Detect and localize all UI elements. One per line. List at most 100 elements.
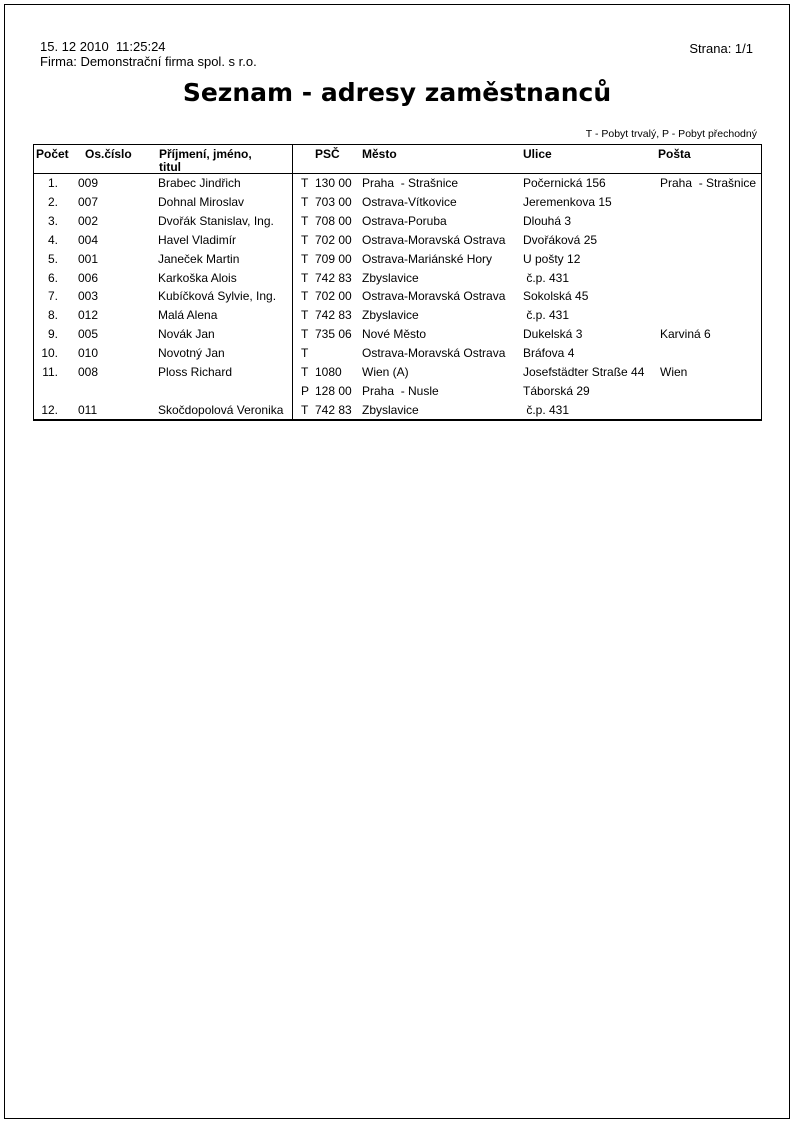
cell-personal-number: 012 [78, 308, 99, 323]
cell-row-number: 6. [47, 270, 58, 285]
cell-residence-type: T [301, 195, 309, 210]
cell-city: Ostrava-Moravská Ostrava [362, 346, 506, 361]
cell-street: Josefstädter Straße 44 [523, 364, 645, 379]
table-row: 7. 003 Kubíčková Sylvie, Ing. T 702 00 O… [34, 287, 761, 306]
cell-personal-number: 005 [78, 327, 99, 342]
cell-postal-code: 735 06 [315, 327, 352, 342]
cell-postal-code: 709 00 [315, 251, 352, 266]
cell-postal-code: 703 00 [315, 195, 352, 210]
table-row: 4. 004 Havel Vladimír T 702 00 Ostrava-M… [34, 231, 761, 250]
cell-personal-number: 010 [78, 346, 99, 361]
cell-residence-type: T [301, 251, 309, 266]
cell-row-number: 4. [47, 232, 58, 247]
col-header-mesto: Město [362, 147, 397, 161]
cell-city: Praha - Nusle [362, 383, 439, 398]
table-row: 8. 012 Malá Alena T 742 83 Zbyslavice č.… [34, 306, 761, 325]
cell-street: Bráfova 4 [523, 346, 575, 361]
cell-name: Janeček Martin [158, 251, 240, 266]
cell-name: Dohnal Miroslav [158, 195, 245, 210]
cell-street: č.p. 431 [523, 402, 570, 417]
cell-row-number: 9. [47, 327, 58, 342]
cell-personal-number: 007 [78, 195, 99, 210]
cell-row-number: 3. [47, 214, 58, 229]
col-header-pocet: Počet [36, 147, 69, 161]
cell-row-number: 7. [47, 289, 58, 304]
cell-row-number: 1. [47, 176, 58, 191]
report-company: Firma: Demonstrační firma spol. s r.o. [40, 54, 257, 69]
cell-name: Dvořák Stanislav, Ing. [158, 214, 274, 229]
table-row: 3. 002 Dvořák Stanislav, Ing. T 708 00 O… [34, 212, 761, 231]
cell-postal-code: 130 00 [315, 176, 352, 191]
col-header-posta: Pošta [658, 147, 691, 161]
table-row: 2. 007 Dohnal Miroslav T 703 00 Ostrava-… [34, 193, 761, 212]
cell-row-number: 8. [47, 308, 58, 323]
cell-city: Ostrava-Vítkovice [362, 195, 457, 210]
col-header-prijmeni-line1: Příjmení, jméno, [159, 147, 252, 161]
cell-city: Ostrava-Moravská Ostrava [362, 289, 506, 304]
cell-personal-number: 004 [78, 232, 99, 247]
cell-residence-type: T [301, 270, 309, 285]
cell-city: Wien (A) [362, 364, 409, 379]
report-datetime: 15. 12 2010 11:25:24 [40, 39, 166, 54]
col-header-psc: PSČ [315, 147, 340, 161]
cell-personal-number: 009 [78, 176, 99, 191]
cell-postal-code: 702 00 [315, 232, 352, 247]
cell-postal-code: 128 00 [315, 383, 352, 398]
cell-city: Zbyslavice [362, 308, 419, 323]
cell-street: Počernická 156 [523, 176, 606, 191]
residence-type-legend: T - Pobyt trvalý, P - Pobyt přechodný [585, 128, 757, 140]
cell-row-number: 11. [42, 364, 58, 379]
table-row: 6. 006 Karkoška Alois T 742 83 Zbyslavic… [34, 268, 761, 287]
cell-row-number: 10. [41, 346, 58, 361]
table-row: 12. 011 Skočdopolová Veronika T 742 83 Z… [34, 400, 761, 419]
cell-residence-type: T [301, 346, 309, 361]
cell-street: Táborská 29 [523, 383, 590, 398]
cell-name: Malá Alena [158, 308, 218, 323]
cell-city: Zbyslavice [362, 270, 419, 285]
table-body: 1. 009 Brabec Jindřich T 130 00 Praha - … [34, 174, 761, 419]
cell-row-number: 5. [47, 251, 58, 266]
cell-city: Ostrava-Moravská Ostrava [362, 232, 506, 247]
cell-street: Jeremenkova 15 [523, 195, 612, 210]
cell-personal-number: 006 [78, 270, 99, 285]
cell-name: Novotný Jan [158, 346, 225, 361]
cell-name: Karkoška Alois [158, 270, 237, 285]
cell-residence-type: T [301, 308, 309, 323]
table-row: P 128 00 Praha - Nusle Táborská 29 [34, 381, 761, 400]
cell-street: Sokolská 45 [523, 289, 589, 304]
cell-residence-type: T [301, 402, 309, 417]
cell-post-office: Karviná 6 [660, 327, 711, 342]
cell-name: Kubíčková Sylvie, Ing. [158, 289, 277, 304]
table-row: 1. 009 Brabec Jindřich T 130 00 Praha - … [34, 174, 761, 193]
cell-personal-number: 003 [78, 289, 99, 304]
cell-city: Zbyslavice [362, 402, 419, 417]
cell-postal-code: 742 83 [315, 308, 352, 323]
cell-personal-number: 001 [78, 251, 99, 266]
cell-residence-type: T [301, 232, 309, 247]
table-row: 5. 001 Janeček Martin T 709 00 Ostrava-M… [34, 249, 761, 268]
cell-personal-number: 008 [78, 364, 99, 379]
cell-city: Ostrava-Poruba [362, 214, 447, 229]
cell-personal-number: 011 [78, 402, 98, 417]
cell-name: Havel Vladimír [158, 232, 237, 247]
cell-residence-type: T [301, 364, 309, 379]
cell-postal-code: 742 83 [315, 402, 352, 417]
cell-postal-code: 708 00 [315, 214, 352, 229]
cell-name: Novák Jan [158, 327, 215, 342]
cell-postal-code: 1080 [315, 364, 342, 379]
col-header-ulice: Ulice [523, 147, 552, 161]
cell-city: Ostrava-Mariánské Hory [362, 251, 493, 266]
table-row: 11. 008 Ploss Richard T 1080 Wien (A) Jo… [34, 362, 761, 381]
cell-street: Dvořáková 25 [523, 232, 598, 247]
cell-street: č.p. 431 [523, 270, 570, 285]
cell-street: č.p. 431 [523, 308, 570, 323]
table-header-row: Počet Os.číslo Příjmení, jméno, titul PS… [34, 145, 761, 174]
cell-city: Praha - Strašnice [362, 176, 459, 191]
cell-row-number: 2. [47, 195, 58, 210]
cell-name: Ploss Richard [158, 364, 233, 379]
report-title: Seznam - adresy zaměstnanců [182, 78, 612, 107]
cell-postal-code: 742 83 [315, 270, 352, 285]
cell-name: Skočdopolová Veronika [158, 402, 284, 417]
cell-street: U pošty 12 [523, 251, 581, 266]
cell-residence-type: T [301, 176, 309, 191]
